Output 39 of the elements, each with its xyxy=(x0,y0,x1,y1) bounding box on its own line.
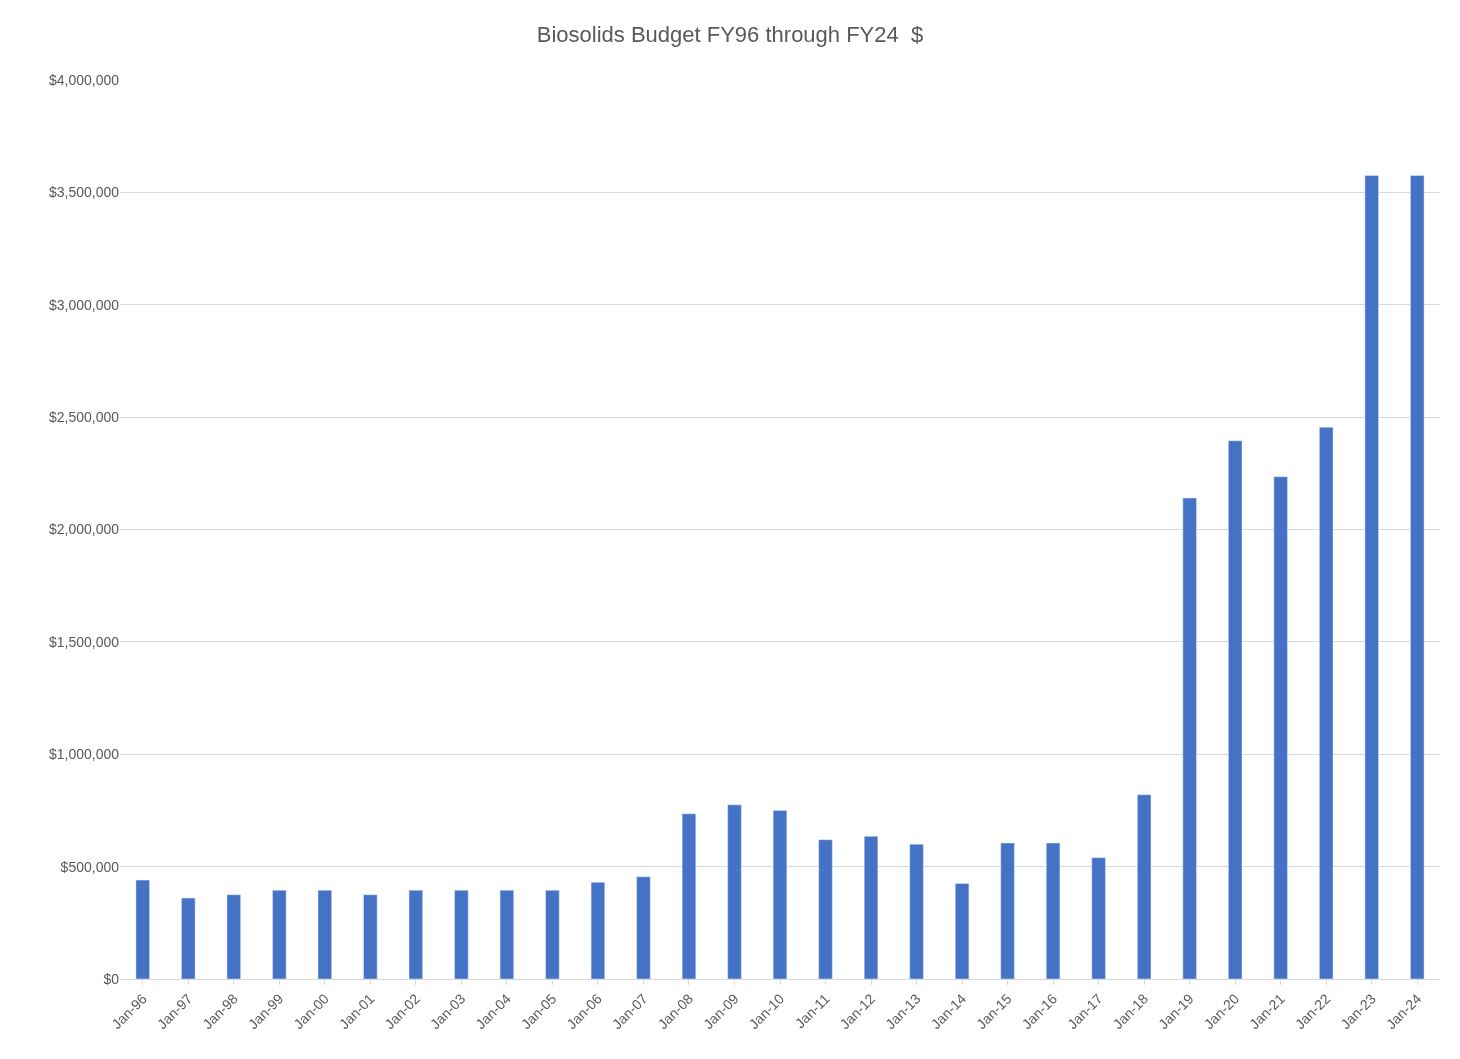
bar xyxy=(954,883,970,979)
bar xyxy=(1228,440,1243,979)
bar xyxy=(636,876,651,979)
y-tick-label: $0 xyxy=(103,970,120,987)
bar xyxy=(272,889,287,979)
bar xyxy=(1182,497,1197,979)
bar xyxy=(1091,857,1106,979)
bar xyxy=(408,889,423,979)
bar xyxy=(226,894,241,979)
y-tick-label: $3,000,000 xyxy=(48,296,120,313)
bar xyxy=(454,889,469,979)
bar xyxy=(727,804,742,979)
bar xyxy=(681,813,697,979)
y-tick-label: $3,500,000 xyxy=(48,184,120,201)
bar xyxy=(1410,175,1425,979)
bar xyxy=(909,843,924,979)
y-tick-label: $2,000,000 xyxy=(48,521,120,538)
bar xyxy=(1137,794,1152,979)
bar xyxy=(363,894,378,979)
bar xyxy=(590,882,606,979)
bar xyxy=(1046,842,1061,979)
bar xyxy=(863,836,879,979)
bar xyxy=(135,879,150,979)
bar xyxy=(545,889,560,979)
y-tick-label: $500,000 xyxy=(60,858,120,875)
bar xyxy=(1319,426,1334,979)
bar xyxy=(499,889,514,979)
y-tick-label: $2,500,000 xyxy=(48,409,120,426)
bar xyxy=(317,889,332,979)
y-tick-label: $1,500,000 xyxy=(48,633,120,650)
y-tick-label: $1,000,000 xyxy=(48,746,120,763)
chart-title: Biosolids Budget FY96 through FY24 $ xyxy=(536,21,924,47)
bar xyxy=(181,897,196,979)
y-tick-label: $4,000,000 xyxy=(48,71,120,88)
bar xyxy=(1273,476,1288,979)
bar xyxy=(1000,842,1015,979)
bar xyxy=(772,810,788,979)
bar xyxy=(818,839,833,979)
bar xyxy=(1364,175,1379,979)
